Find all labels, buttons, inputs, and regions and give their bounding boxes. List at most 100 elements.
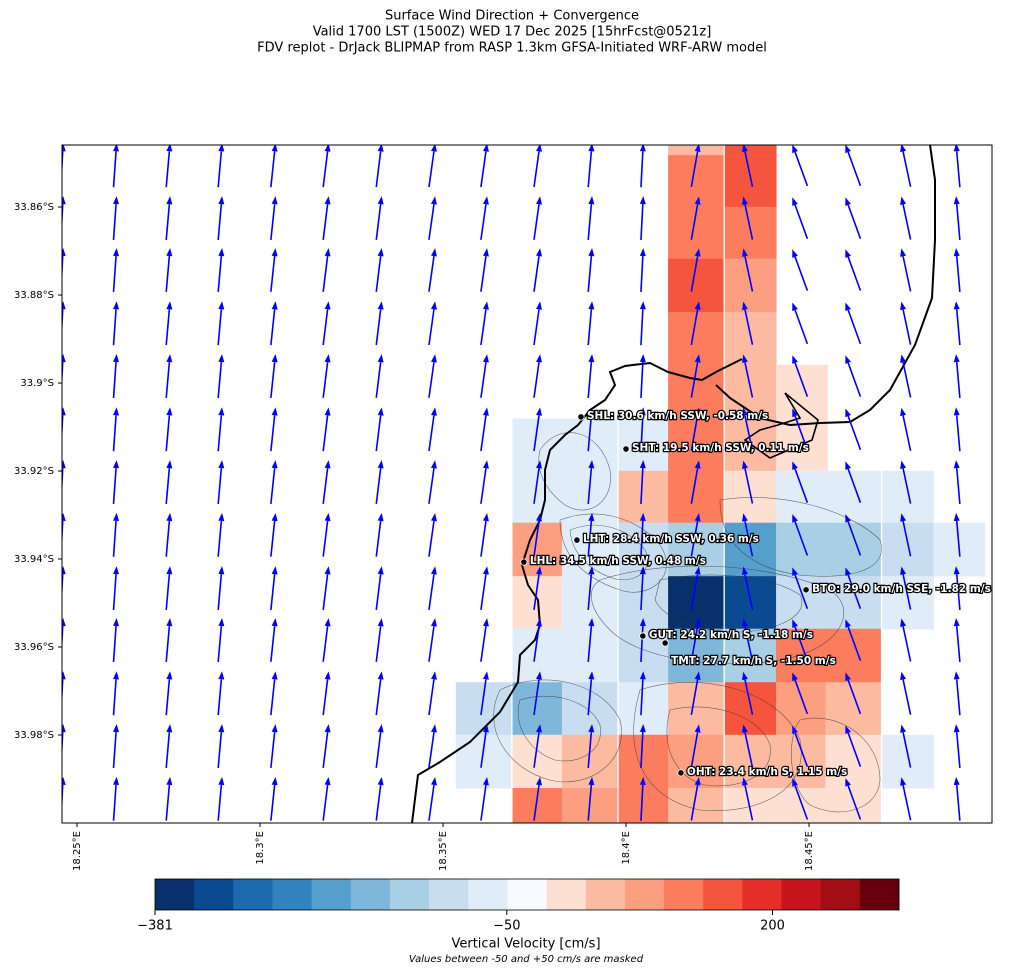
wind-arrow (845, 672, 862, 715)
arrow-head (166, 248, 173, 257)
arrow-head (588, 512, 595, 522)
arrow-head (166, 196, 173, 205)
coastline (411, 358, 743, 823)
wind-arrow (533, 145, 542, 188)
wind-arrow (428, 777, 437, 821)
wind-arrow (480, 407, 489, 452)
arrow-head (953, 354, 960, 363)
wind-arrow (165, 301, 173, 346)
arrow-shaft (428, 574, 435, 610)
arrow-shaft (794, 574, 809, 610)
arrow-head (166, 354, 173, 363)
wind-arrow (217, 671, 225, 716)
arrow-shaft (955, 520, 961, 557)
arrow-head (482, 407, 489, 416)
wind-arrow (217, 566, 225, 611)
arrow-head (377, 301, 384, 310)
arrow-head (271, 301, 278, 310)
arrow-shaft (480, 255, 487, 292)
wind-arrow (270, 145, 278, 188)
arrow-shaft (217, 784, 223, 821)
wind-arrow (792, 567, 809, 610)
harbour-wall (743, 392, 819, 459)
arrow-shaft (640, 151, 644, 188)
wind-arrow (428, 566, 437, 610)
arrow-shaft (955, 784, 961, 821)
wind-arrow (375, 460, 384, 504)
arrow-head (431, 618, 437, 627)
arrow-shaft (322, 732, 329, 768)
arrow-shaft (744, 679, 754, 715)
arrow-shaft (533, 732, 540, 768)
colorbar-bin (272, 879, 313, 910)
arrow-shaft (533, 468, 540, 504)
arrow-shaft (428, 625, 435, 662)
arrow-shaft (847, 151, 862, 187)
arrow-head (482, 566, 489, 575)
arrow-shaft (112, 467, 117, 505)
wind-arrow (270, 724, 278, 768)
wind-arrow (165, 618, 173, 662)
wind-arrow (690, 301, 701, 345)
colorbar-bin (429, 879, 469, 910)
x-tick-label: 18.35°E (438, 831, 449, 871)
arrow-head (536, 671, 542, 680)
wind-arrow (165, 512, 173, 557)
wind-arrow (165, 724, 173, 768)
wind-arrow (639, 460, 646, 505)
arrow-head (218, 671, 225, 680)
arrow-shaft (587, 204, 593, 241)
wind-arrow (690, 354, 701, 398)
arrow-head (324, 460, 331, 469)
colorbar-bin (546, 879, 587, 910)
arrow-shaft (640, 255, 644, 292)
arrow-head (62, 145, 66, 152)
wind-arrow (639, 724, 646, 769)
terrain-contour (666, 706, 771, 787)
velocity-cell (776, 364, 828, 419)
wind-arrow (587, 566, 595, 611)
arrow-head (953, 248, 960, 257)
axes: 18.25°E 18.3°E 18.35°E 18.4°E 18.45°E 33.86°S… (14, 202, 815, 871)
arrow-shaft (955, 151, 961, 188)
wind-arrow (845, 461, 862, 503)
arrow-head (218, 512, 225, 522)
arrow-head (900, 460, 907, 469)
arrow-shaft (480, 732, 487, 768)
wind-arrow (953, 618, 961, 662)
arrow-head (377, 512, 384, 522)
wind-arrow (953, 776, 961, 821)
arrow-shaft (587, 309, 593, 346)
arrow-head (900, 354, 907, 363)
arrow-head (588, 724, 595, 733)
wind-arrow (742, 724, 754, 768)
arrow-shaft (587, 255, 593, 292)
title-line: Valid 1700 LST (1500Z) WED 17 Dec 2025 [… (313, 25, 712, 40)
velocity-cell (618, 418, 671, 472)
wind-arrow (953, 354, 961, 398)
arrow-shaft (217, 255, 223, 292)
station-label: SHL: 30.6 km/h SSW, -0.58 m/s (587, 410, 768, 422)
arrow-head (324, 566, 331, 575)
arrow-head (113, 776, 120, 786)
arrow-shaft (847, 732, 862, 767)
arrow-head (900, 671, 907, 681)
arrow-shaft (165, 574, 171, 611)
arrow-head (536, 248, 542, 257)
wind-arrow (792, 197, 809, 239)
arrow-head (324, 301, 331, 310)
arrow-head (62, 407, 66, 416)
arrow-head (113, 196, 120, 205)
arrow-shaft (165, 309, 171, 346)
arrow-shaft (794, 415, 809, 451)
arrow-head (588, 301, 595, 310)
arrow-head (588, 354, 595, 363)
arrow-head (792, 619, 798, 628)
arrow-head (536, 407, 542, 416)
arrow-head (62, 618, 66, 627)
arrow-shaft (955, 204, 961, 241)
wind-arrow (845, 302, 862, 345)
arrow-shaft (112, 204, 117, 241)
arrow-head (482, 724, 489, 733)
arrow-shaft (375, 204, 382, 240)
